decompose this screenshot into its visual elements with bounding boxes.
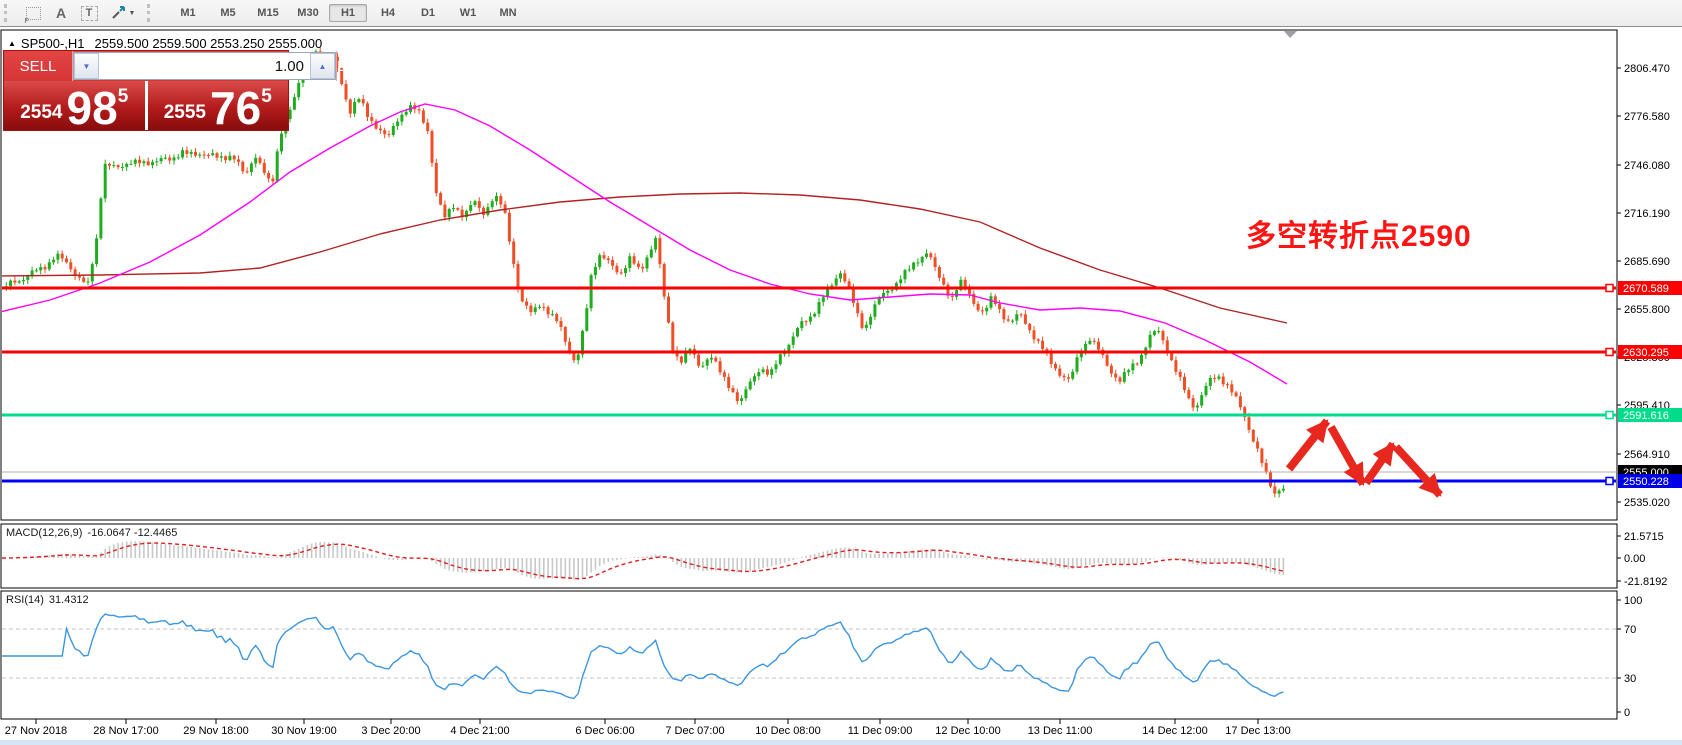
sell-button[interactable]: SELL (4, 51, 73, 81)
timeframe-buttons: M1 M5 M15 M30 H1 H4 D1 W1 MN (168, 4, 528, 22)
symbol-title: SP500-,H1 (20, 36, 85, 51)
rsi-label: RSI(14) 31.4312 (6, 594, 89, 606)
svg-text:2716.190: 2716.190 (1624, 208, 1670, 220)
svg-text:2670.589: 2670.589 (1623, 283, 1669, 295)
price-axis: 2806.470 2776.580 2746.080 2716.190 2685.690… (1617, 63, 1670, 719)
buy-button[interactable]: BUY (336, 51, 368, 81)
chart-shift-marker[interactable] (1284, 31, 1297, 38)
trend-arrows-layer (1285, 418, 1443, 498)
svg-text:70: 70 (1624, 624, 1636, 636)
text-label-tool[interactable]: A (47, 2, 75, 24)
svg-text:2630.295: 2630.295 (1623, 347, 1669, 359)
buy-price-prefix: 2555 (163, 102, 207, 123)
timeframe-button-H4[interactable]: H4 (380, 7, 396, 19)
buy-price-superscript: 5 (261, 86, 272, 107)
sell-price-button[interactable]: 2554 98 5 (4, 81, 145, 134)
rsi-layer (2, 613, 1616, 700)
macd-label: MACD(12,26,9) -16.0647 -12.4465 (6, 527, 178, 539)
toolbar: F A T ▼ M1 M5 M15 M30 H1 H4 D1 W1 MN (0, 0, 1682, 27)
svg-text:29 Nov 18:00: 29 Nov 18:00 (183, 725, 248, 737)
timeframe-button-H1[interactable]: H1 (329, 4, 367, 22)
chevron-down-icon: ▼ (128, 9, 136, 17)
time-axis: 27 Nov 2018 28 Nov 17:00 29 Nov 18:00 30 No… (5, 719, 1291, 737)
crosshair-tool-icon[interactable]: F (19, 2, 47, 25)
svg-text:14 Dec 12:00: 14 Dec 12:00 (1142, 725, 1207, 737)
sell-price-superscript: 5 (117, 86, 129, 107)
svg-text:2685.690: 2685.690 (1624, 256, 1670, 268)
timeframe-button-M30[interactable]: M30 (297, 7, 319, 19)
svg-text:11 Dec 09:00: 11 Dec 09:00 (848, 725, 913, 737)
buy-price-big: 76 (210, 82, 262, 134)
svg-text:100: 100 (1624, 595, 1642, 607)
toolbar-grip[interactable] (147, 4, 154, 22)
volume-spinner: ▼ ▲ (73, 52, 336, 80)
timeframe-button-M1[interactable]: M1 (180, 7, 196, 19)
sell-price-prefix: 2554 (20, 102, 63, 123)
rsi-panel (0, 590, 1618, 720)
timeframe-button-D1[interactable]: D1 (420, 7, 436, 19)
timeframe-button-W1[interactable]: W1 (459, 7, 477, 19)
volume-input[interactable] (99, 53, 310, 79)
ohlc-readout: 2559.500 2559.500 2553.250 2555.000 (94, 36, 323, 51)
chart-header: ▲ SP500-,H1 2559.500 2559.500 2553.250 255… (8, 36, 322, 51)
svg-text:2806.470: 2806.470 (1624, 63, 1670, 75)
chart-annotation-text[interactable]: 多空转折点2590 (1246, 220, 1472, 253)
one-click-trading-widget: SELL ▼ ▲ BUY 2554 98 5 2555 76 5 (4, 51, 368, 134)
svg-text:3 Dec 20:00: 3 Dec 20:00 (361, 725, 420, 737)
letter-t-icon: T (80, 5, 98, 21)
collapse-triangle-icon[interactable]: ▲ (8, 39, 16, 48)
svg-text:0: 0 (1624, 707, 1630, 719)
buy-price-button[interactable]: 2555 76 5 (147, 81, 288, 134)
svg-text:2564.910: 2564.910 (1624, 449, 1670, 461)
svg-text:2550.228: 2550.228 (1623, 476, 1669, 488)
svg-text:-21.8192: -21.8192 (1624, 576, 1667, 588)
svg-text:13 Dec 11:00: 13 Dec 11:00 (1028, 725, 1093, 737)
letter-a-icon: A (55, 5, 67, 21)
window-bottom-strip (0, 740, 1682, 745)
toolbar-grip[interactable] (4, 4, 11, 22)
svg-text:7 Dec 07:00: 7 Dec 07:00 (665, 725, 724, 737)
crosshair-icon: F (25, 6, 41, 25)
volume-decrease-button[interactable]: ▼ (74, 53, 99, 79)
svg-text:28 Nov 17:00: 28 Nov 17:00 (93, 725, 158, 737)
macd-panel (0, 523, 1618, 589)
svg-text:21.5715: 21.5715 (1624, 531, 1664, 543)
volume-increase-button[interactable]: ▲ (310, 53, 335, 79)
arrows-shapes-tool[interactable]: ▼ (103, 2, 143, 24)
svg-text:27 Nov 2018: 27 Nov 2018 (5, 725, 67, 737)
svg-text:0.00: 0.00 (1624, 553, 1645, 565)
svg-text:6 Dec 06:00: 6 Dec 06:00 (575, 725, 634, 737)
sell-price-big: 98 (66, 82, 118, 134)
svg-text:10 Dec 08:00: 10 Dec 08:00 (755, 725, 820, 737)
svg-text:4 Dec 21:00: 4 Dec 21:00 (450, 725, 509, 737)
moving-averages-layer (2, 103, 1288, 385)
text-tool[interactable]: T (75, 2, 103, 24)
timeframe-button-M5[interactable]: M5 (220, 7, 236, 19)
svg-text:17 Dec 13:00: 17 Dec 13:00 (1225, 725, 1290, 737)
timeframe-button-MN[interactable]: MN (499, 7, 517, 19)
svg-text:30 Nov 19:00: 30 Nov 19:00 (271, 725, 336, 737)
svg-text:2535.020: 2535.020 (1624, 497, 1670, 509)
arrows-icon (111, 6, 125, 19)
svg-text:2655.800: 2655.800 (1624, 304, 1670, 316)
svg-text:12 Dec 10:00: 12 Dec 10:00 (935, 725, 1000, 737)
svg-text:30: 30 (1624, 673, 1636, 685)
timeframe-button-M15[interactable]: M15 (257, 7, 279, 19)
svg-text:2746.080: 2746.080 (1624, 160, 1670, 172)
svg-text:2776.580: 2776.580 (1624, 111, 1670, 123)
macd-layer (2, 541, 1285, 580)
svg-text:2591.616: 2591.616 (1623, 410, 1669, 422)
